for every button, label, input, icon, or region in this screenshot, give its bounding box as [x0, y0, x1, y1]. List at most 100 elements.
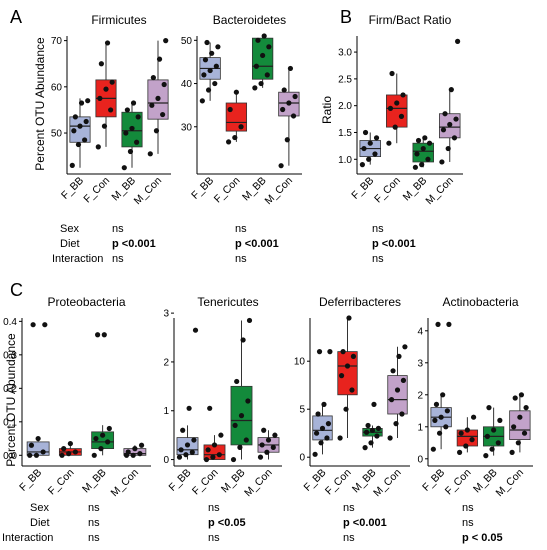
data-point — [362, 129, 369, 136]
x-tick-label: M_BB — [80, 467, 109, 496]
data-point — [207, 67, 213, 74]
stat-deferribacteres-diet: p <0.001 — [343, 517, 387, 529]
data-point — [121, 165, 127, 171]
data-point — [422, 135, 428, 141]
stat-firmicutes-sex: ns — [112, 223, 124, 235]
data-point — [101, 123, 108, 129]
box-f-con — [337, 351, 358, 396]
data-point — [127, 148, 134, 155]
data-point — [287, 65, 294, 72]
x-tick-label: M_Con — [494, 467, 527, 500]
data-point — [252, 85, 258, 91]
data-point — [135, 114, 141, 120]
data-point — [27, 452, 33, 458]
data-point — [394, 387, 401, 393]
data-point — [199, 98, 205, 104]
data-point — [209, 50, 215, 56]
data-point — [463, 443, 469, 449]
data-point — [59, 452, 65, 458]
data-point — [238, 124, 244, 130]
data-point — [150, 74, 156, 81]
data-point — [230, 456, 237, 463]
data-point — [103, 86, 109, 92]
data-point — [97, 95, 103, 101]
data-point — [316, 349, 323, 355]
data-point — [327, 349, 333, 355]
data-point — [464, 427, 470, 433]
y-tick-label: 3 — [417, 358, 423, 369]
data-point — [399, 411, 405, 417]
data-point — [100, 432, 106, 438]
data-point — [259, 442, 265, 448]
data-point — [83, 118, 89, 125]
data-point — [253, 63, 260, 69]
y-tick-label: 60 — [51, 82, 63, 93]
x-tick-label: F_BB — [17, 467, 44, 494]
data-point — [82, 137, 88, 143]
data-point — [210, 454, 216, 460]
data-point — [255, 37, 261, 43]
data-point — [213, 63, 219, 69]
data-point — [440, 392, 446, 398]
y-tick-label: 50 — [51, 129, 63, 140]
chart-title: Firmicutes — [91, 13, 146, 27]
y-tick-label: 30 — [181, 122, 193, 133]
data-point — [340, 349, 346, 355]
data-point — [436, 430, 443, 436]
data-point — [386, 140, 392, 146]
y-axis-label-top: Percent OTU Abundance — [33, 37, 47, 171]
y-tick-label: 2 — [417, 390, 423, 401]
data-point — [361, 145, 367, 152]
data-point — [156, 56, 163, 62]
data-point — [433, 401, 440, 407]
y-tick-label: 3 — [163, 309, 169, 320]
stat-bacteroidetes-interaction: ns — [235, 253, 247, 265]
data-point — [205, 447, 211, 453]
y-tick-label: 1 — [417, 422, 423, 433]
data-point — [176, 454, 183, 460]
y-tick-label: 2 — [163, 357, 169, 368]
data-point — [518, 392, 525, 398]
stat-proteobacteria-diet: ns — [88, 517, 100, 529]
data-point — [257, 454, 264, 460]
data-point — [338, 373, 345, 379]
data-point — [511, 424, 517, 430]
data-point — [203, 456, 210, 463]
data-point — [369, 427, 376, 433]
data-point — [163, 38, 169, 44]
data-point — [33, 452, 40, 458]
data-point — [232, 422, 238, 428]
y-tick-label: 0.1 — [3, 417, 17, 428]
stat-tenericutes-sex: ns — [208, 502, 220, 514]
data-point — [415, 137, 422, 144]
data-point — [426, 140, 433, 146]
data-point — [132, 446, 138, 452]
data-point — [402, 344, 408, 350]
box-m-bb — [251, 37, 274, 80]
data-point — [270, 444, 276, 450]
data-point — [443, 424, 449, 430]
data-point — [512, 395, 518, 401]
data-point — [281, 87, 287, 93]
data-point — [234, 378, 240, 385]
data-point — [155, 95, 161, 101]
data-point — [344, 363, 351, 369]
y-tick-label: 10 — [294, 357, 306, 368]
data-point — [189, 449, 195, 455]
data-point — [398, 113, 405, 119]
data-point — [69, 162, 75, 168]
data-point — [375, 425, 382, 431]
data-point — [134, 139, 140, 145]
data-point — [430, 446, 436, 452]
data-point — [491, 427, 497, 433]
data-point — [509, 449, 515, 455]
stat-row-label-diet: Diet — [60, 238, 80, 250]
data-point — [258, 80, 264, 87]
data-point — [451, 135, 458, 141]
x-tick-label: M_Con — [423, 175, 456, 208]
y-tick-label: 50 — [181, 36, 193, 47]
stat-row-label-diet-bottom: Diet — [30, 517, 50, 529]
data-point — [137, 451, 143, 457]
